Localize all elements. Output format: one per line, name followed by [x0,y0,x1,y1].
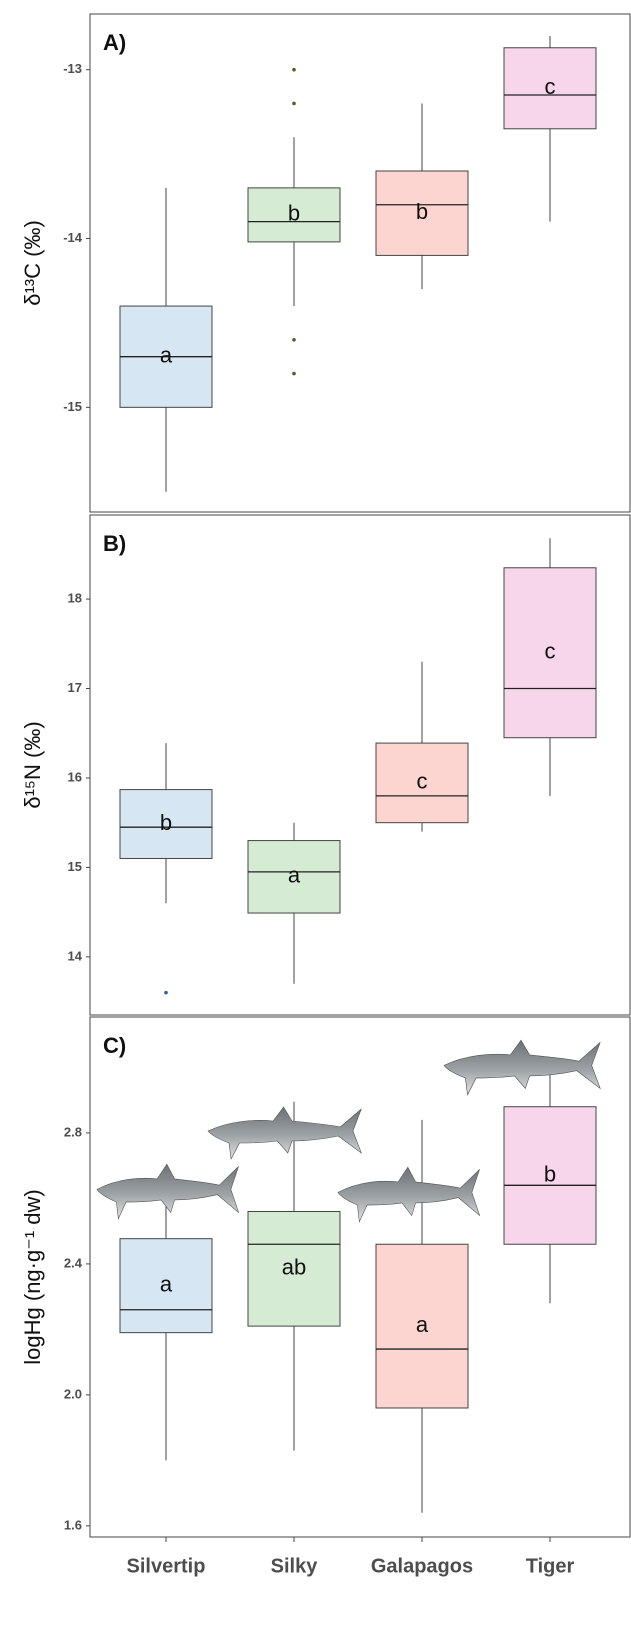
group-letter: a [416,1312,429,1337]
y-tick-label: 2.4 [64,1255,83,1270]
outlier [292,102,296,106]
group-letter: c [545,639,556,664]
panel-label: B) [103,531,126,556]
group-letter: b [544,1161,556,1186]
group-letter: ab [282,1255,306,1280]
group-letter: a [160,343,173,368]
y-axis-label: δ¹³C (‰) [20,220,45,306]
x-tick-label: Tiger [526,1555,575,1577]
chart: -13-14-15δ¹³C (‰)A)abbc1415161718δ¹⁵N (‰… [0,0,631,1645]
group-letter: b [288,201,300,226]
x-tick-label: Galapagos [371,1555,473,1577]
outlier [292,372,296,376]
group-letter: c [545,74,556,99]
outlier [292,68,296,72]
y-tick-label: -14 [63,230,83,245]
y-axis-label: δ¹⁵N (‰) [20,721,45,808]
galapagos-shark [338,1167,480,1222]
outlier [292,338,296,342]
y-tick-label: -15 [63,399,82,414]
group-letter: b [416,199,428,224]
group-letter: a [160,1271,173,1296]
y-tick-label: -13 [63,61,82,76]
panel-label: C) [103,1033,126,1058]
y-tick-label: 14 [68,948,83,963]
y-tick-label: 15 [68,859,82,874]
x-tick-label: Silky [271,1555,319,1577]
tiger-shark [444,1040,600,1095]
group-letter: a [288,863,301,888]
silky-shark [208,1107,361,1159]
y-axis-label: logHg (ng·g⁻¹ dw) [20,1189,45,1364]
y-tick-label: 2.8 [64,1124,82,1139]
y-tick-label: 18 [68,591,82,606]
outlier [164,991,168,995]
y-tick-label: 2.0 [64,1386,82,1401]
silvertip-shark [97,1164,239,1219]
y-tick-label: 1.6 [64,1517,82,1532]
x-tick-label: Silvertip [127,1555,206,1577]
group-letter: b [160,810,172,835]
y-tick-label: 16 [68,769,82,784]
y-tick-label: 17 [68,680,82,695]
group-letter: c [417,769,428,794]
panel-label: A) [103,30,126,55]
